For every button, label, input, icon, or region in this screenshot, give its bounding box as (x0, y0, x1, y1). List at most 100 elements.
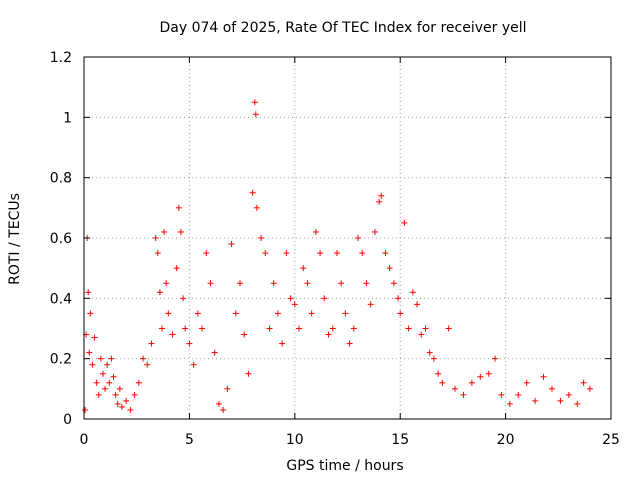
grid-lines (84, 57, 611, 419)
y-tick-label: 0 (63, 412, 72, 428)
data-point (439, 379, 446, 386)
data-point (367, 301, 374, 308)
data-point (169, 331, 176, 338)
data-point (390, 280, 397, 287)
data-point (515, 391, 522, 398)
data-point (321, 295, 328, 302)
data-point (363, 280, 370, 287)
data-point (338, 280, 345, 287)
data-point (540, 373, 547, 380)
data-point (112, 391, 119, 398)
y-tick-label: 0.4 (50, 291, 72, 307)
data-point (186, 340, 193, 347)
data-point (173, 265, 180, 272)
x-tick-label: 0 (80, 432, 89, 448)
data-point (532, 397, 539, 404)
data-point (350, 325, 357, 332)
x-tick-label: 20 (497, 432, 515, 448)
data-point (382, 250, 389, 257)
data-point (82, 406, 89, 413)
data-point (241, 331, 248, 338)
data-point (215, 400, 222, 407)
data-point (89, 361, 96, 368)
data-point (106, 379, 113, 386)
data-point (333, 250, 340, 257)
data-point (108, 355, 115, 362)
data-point (409, 289, 416, 296)
data-point (140, 355, 147, 362)
data-point (258, 235, 265, 241)
chart-title: Day 074 of 2025, Rate Of TEC Index for r… (159, 20, 526, 36)
data-point (228, 241, 235, 248)
data-point (574, 400, 581, 407)
data-point (426, 349, 433, 356)
data-point (251, 99, 258, 106)
data-point (245, 370, 252, 377)
data-point (586, 385, 593, 392)
data-point (177, 228, 184, 235)
data-point (418, 331, 425, 338)
data-point (158, 325, 165, 332)
data-point (156, 289, 163, 296)
data-point (445, 325, 452, 332)
data-point (414, 301, 421, 308)
data-point (85, 289, 92, 296)
data-point (346, 340, 353, 347)
x-tick-label: 5 (185, 432, 194, 448)
data-point (110, 373, 117, 380)
data-point (376, 198, 383, 205)
data-point (485, 370, 492, 377)
data-point (435, 370, 442, 377)
x-tick-label: 25 (602, 432, 620, 448)
data-point (274, 310, 281, 317)
data-point (127, 406, 134, 413)
data-point (300, 265, 307, 272)
data-point (548, 385, 555, 392)
data-point (148, 340, 155, 347)
data-point (220, 406, 227, 413)
data-point (161, 228, 168, 235)
data-point (252, 111, 259, 118)
data-points (82, 99, 593, 413)
data-point (99, 370, 106, 377)
data-point (224, 385, 231, 392)
data-point (492, 355, 499, 362)
data-point (207, 280, 214, 287)
data-point (232, 310, 239, 317)
data-point (312, 228, 319, 235)
data-point (180, 295, 187, 302)
data-point (557, 397, 564, 404)
data-point (342, 310, 349, 317)
data-point (371, 228, 378, 235)
data-point (104, 361, 111, 368)
data-point (154, 250, 161, 257)
data-point (580, 379, 587, 386)
data-point (355, 235, 362, 241)
data-point (262, 250, 269, 257)
data-point (114, 400, 121, 407)
data-point (279, 340, 286, 347)
data-point (211, 349, 218, 356)
data-point (498, 391, 505, 398)
y-tick-label: 1.2 (50, 50, 72, 66)
data-point (397, 310, 404, 317)
data-point (468, 379, 475, 386)
data-point (93, 379, 100, 386)
data-point (283, 250, 290, 257)
data-point (291, 301, 298, 308)
data-point (249, 189, 256, 196)
data-point (287, 295, 294, 302)
y-tick-label: 0.6 (50, 231, 72, 247)
y-tick-label: 0.8 (50, 171, 72, 187)
x-tick-label: 15 (391, 432, 409, 448)
x-tick-label: 10 (286, 432, 304, 448)
data-point (565, 391, 572, 398)
data-point (325, 331, 332, 338)
data-point (118, 403, 125, 410)
data-point (116, 385, 123, 392)
data-point (452, 385, 459, 392)
y-axis-label: ROTI / TECUs (7, 193, 23, 285)
data-point (165, 310, 172, 317)
data-point (190, 361, 197, 368)
